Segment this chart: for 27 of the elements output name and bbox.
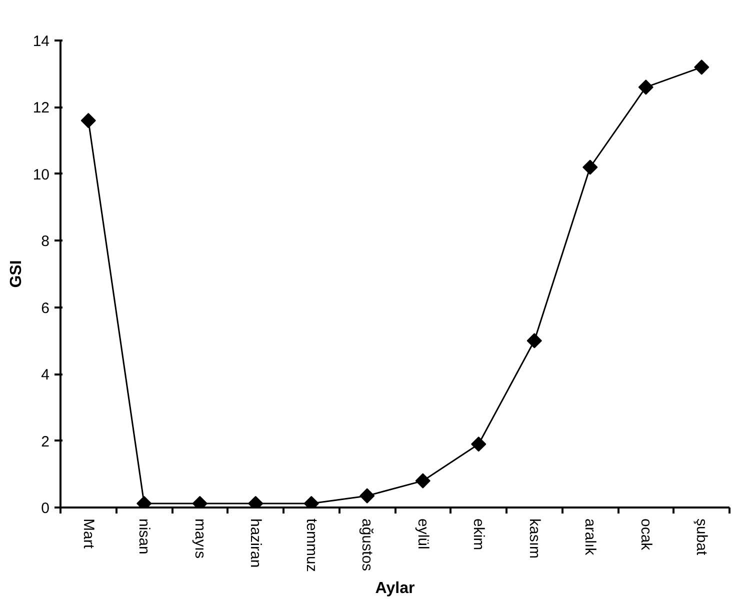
x-tick-label: aralık xyxy=(582,518,599,556)
x-tick-label: haziran xyxy=(247,518,264,568)
x-tick-label: Mart xyxy=(80,518,97,550)
y-tick-label: 2 xyxy=(41,433,50,450)
x-axis-title: Aylar xyxy=(375,580,415,597)
y-axis-title: GSI xyxy=(8,260,25,288)
x-tick-label: temmuz xyxy=(302,518,320,572)
x-tick-label: kasım xyxy=(526,518,543,559)
y-tick-label: 14 xyxy=(32,33,50,50)
x-tick-label: şubat xyxy=(693,518,710,556)
x-tick-label: mayıs xyxy=(191,518,208,559)
point xyxy=(80,112,96,128)
point xyxy=(526,333,542,348)
x-tick-label: eylül xyxy=(414,518,432,550)
y-tick-label: 6 xyxy=(41,300,50,317)
y-tick-label: 4 xyxy=(41,366,50,384)
x-tick-label: ocak xyxy=(637,518,654,551)
point xyxy=(694,60,710,75)
y-tick-label: 12 xyxy=(32,100,50,117)
x-tick-label: ekim xyxy=(470,518,488,550)
y-tick-label: 0 xyxy=(41,500,50,517)
x-tick-label: ağustos xyxy=(358,518,376,572)
x-tick-label: nisan xyxy=(136,518,153,554)
y-tick-label: 10 xyxy=(32,166,50,184)
point xyxy=(582,160,598,175)
y-tick-label: 8 xyxy=(41,233,50,250)
point xyxy=(638,80,654,95)
